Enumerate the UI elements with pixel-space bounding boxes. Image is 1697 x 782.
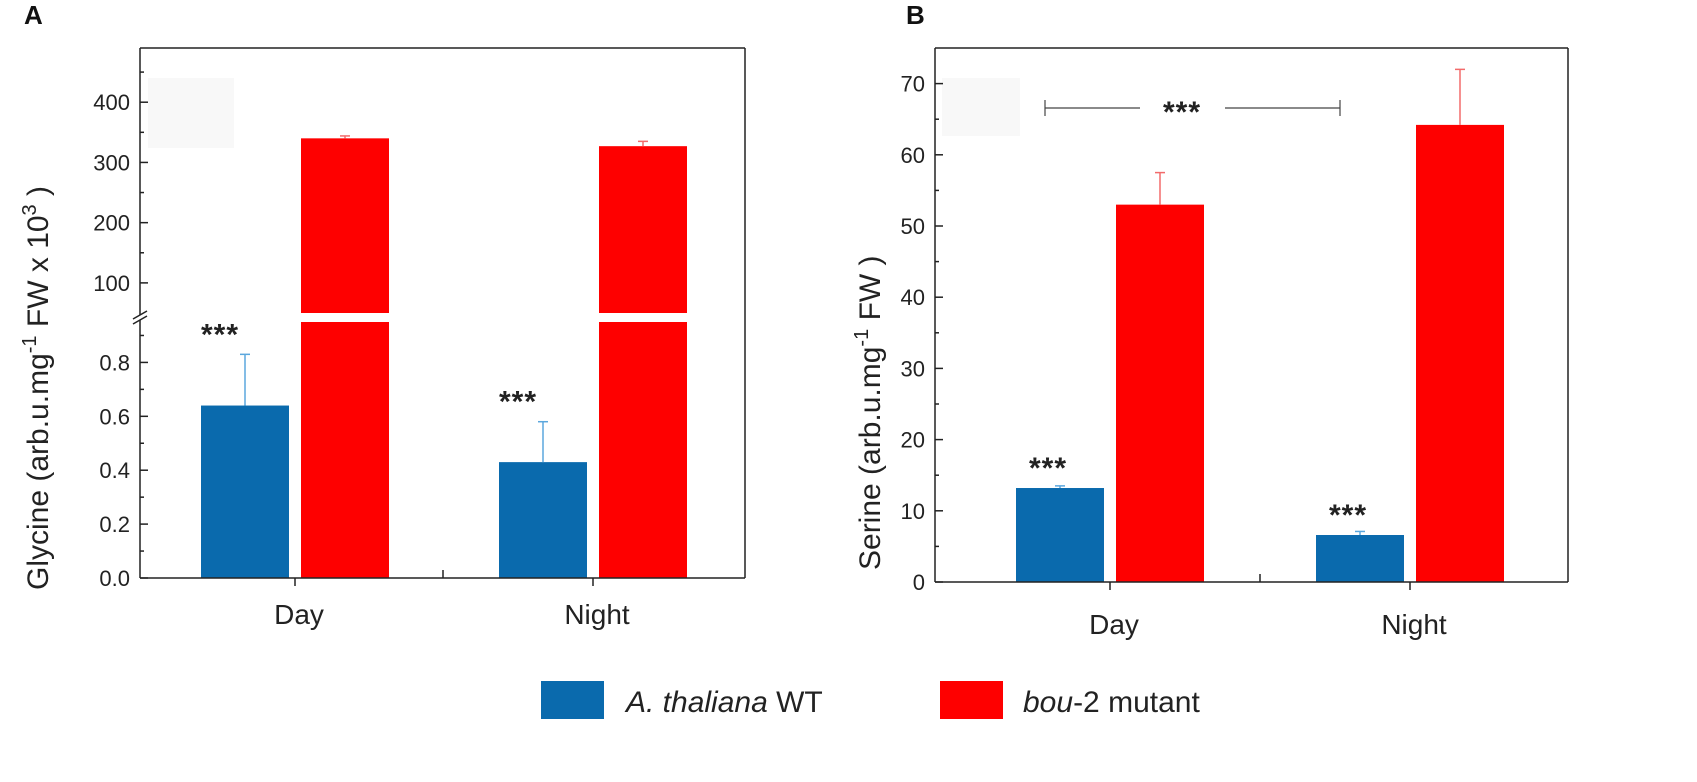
- panel-b-bar-wt: [1016, 488, 1104, 582]
- panel-a-label: A: [24, 0, 43, 30]
- panel-a-y-label-sup: 3: [19, 204, 41, 215]
- panel-a-y-tick-label: 0.6: [99, 404, 130, 429]
- panel-b-y-label-text: Serine (arb.u.mg-1 FW ): [851, 255, 887, 570]
- panel-a-y-label-sup: -1: [19, 335, 41, 353]
- panel-b-significance: ***: [1329, 499, 1367, 532]
- panel-a-y-tick-label: 100: [93, 271, 130, 296]
- legend-label-mutant: bou-2 mutant: [1023, 686, 1200, 719]
- panel-b-bar-mutant: [1116, 204, 1204, 582]
- panel-a-y-tick-label: 0.0: [99, 566, 130, 591]
- panel-a-y-label-mid: FW x 10: [22, 215, 55, 335]
- panel-b-y-label-mid: FW: [854, 273, 887, 329]
- panel-b-legend-space: [942, 78, 1020, 136]
- legend-wt-suffix: WT: [768, 686, 823, 719]
- panel-a-bar-wt: [201, 405, 289, 578]
- panel-a-y-tick-label: 0.8: [99, 350, 130, 375]
- panel-b-bracket-significance: ***: [1163, 96, 1201, 129]
- panel-b-chart: B *** *** *** 0 10 20 30 40 50 60 70 Day Night Seri…: [851, 0, 1569, 640]
- legend-swatch-mutant: [940, 681, 1003, 719]
- panel-a-chart: A *** *** 0.0 0.2 0.4 0.6 0.8 100 200 300 400 Day N…: [19, 0, 746, 630]
- panel-a-x-tick-label: Day: [274, 599, 324, 630]
- panel-b-y-tick-label: 60: [901, 143, 925, 168]
- panel-a-x-tick-label: Night: [564, 599, 630, 630]
- panel-a-bar-mutant-upper: [301, 138, 389, 313]
- panel-a-y-label-text: Glycine (arb.u.mg-1 FW x 103 ): [19, 186, 55, 590]
- panel-b-significance: ***: [1029, 452, 1067, 485]
- panel-a-axis-break-mark: [132, 310, 148, 320]
- panel-b-y-axis-label: Serine (arb.u.mg-1 FW ): [851, 255, 887, 570]
- panel-a-y-axis-label: Glycine (arb.u.mg-1 FW x 103 ): [19, 186, 55, 590]
- panel-a-y-label-prefix: Glycine (arb.u.mg: [22, 353, 55, 590]
- panel-b-y-label-suffix: ): [854, 255, 887, 273]
- panel-b-y-tick-label: 50: [901, 214, 925, 239]
- panel-b-y-label-sup: -1: [851, 329, 873, 347]
- panel-a-axes: 0.0 0.2 0.4 0.6 0.8 100 200 300 400 Day Night: [93, 47, 746, 630]
- panel-a-bars: *** ***: [201, 135, 687, 578]
- panel-b-x-tick-label: Day: [1089, 609, 1139, 640]
- panel-a-bar-mutant-lower: [301, 322, 389, 578]
- panel-a-y-tick-label: 300: [93, 150, 130, 175]
- panel-b-bars: *** *** ***: [1016, 68, 1504, 583]
- panel-b-y-label-prefix: Serine (arb.u.mg: [854, 347, 887, 570]
- panel-b-y-tick-label: 40: [901, 285, 925, 310]
- panel-b-bar-mutant: [1416, 124, 1504, 583]
- legend-mutant-gene: bou: [1023, 686, 1073, 719]
- panel-a-y-tick-label: 200: [93, 211, 130, 236]
- panel-a-legend-space: [148, 78, 234, 148]
- panel-a-y-tick-label: 0.2: [99, 512, 130, 537]
- legend-swatch-wt: [541, 681, 604, 719]
- legend-mutant-suffix: -2 mutant: [1073, 686, 1200, 719]
- panel-b-y-tick-label: 70: [901, 72, 925, 97]
- legend-label-wt: A. thaliana WT: [624, 686, 823, 719]
- panel-b-y-tick-label: 30: [901, 356, 925, 381]
- panel-a-bar-mutant-lower: [599, 322, 687, 578]
- panel-b-y-tick-label: 20: [901, 428, 925, 453]
- panel-b-x-tick-label: Night: [1381, 609, 1447, 640]
- panel-a-significance: ***: [499, 386, 537, 419]
- panel-b-label: B: [906, 0, 925, 30]
- panel-a-y-label-suffix: ): [22, 186, 55, 204]
- panel-a-axis-break-mark: [132, 315, 148, 325]
- legend-wt-species: A. thaliana: [624, 686, 768, 719]
- panel-b-y-tick-label: 0: [913, 570, 925, 595]
- panel-a-y-tick-label: 400: [93, 90, 130, 115]
- panel-a-bar-wt: [499, 462, 587, 578]
- panel-b-bar-wt: [1316, 535, 1404, 582]
- panel-b-y-tick-label: 10: [901, 499, 925, 524]
- panel-b-axes: 0 10 20 30 40 50 60 70 Day Night: [901, 47, 1569, 640]
- legend: A. thaliana WT bou-2 mutant: [541, 681, 1200, 719]
- panel-a-significance: ***: [201, 318, 239, 351]
- panel-a-bar-mutant-upper: [599, 146, 687, 313]
- panel-a-y-tick-label: 0.4: [99, 458, 130, 483]
